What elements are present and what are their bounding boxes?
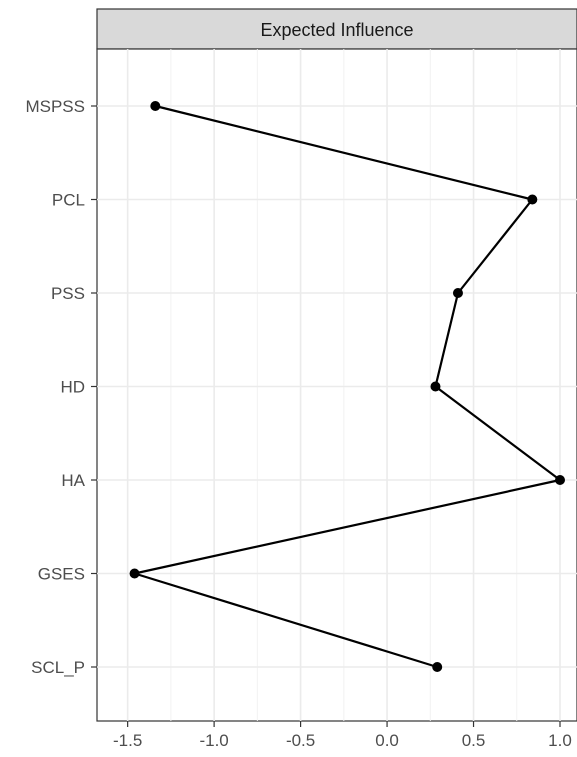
minor-gridlines [170, 49, 518, 721]
plot-panel [96, 48, 577, 722]
y-tick-label: MSPSS [25, 97, 85, 116]
y-tick-label: PCL [52, 191, 85, 210]
x-axis: -1.5 -1.0 -0.5 0.0 0.5 1.0 [113, 721, 572, 750]
facet-strip-background [96, 8, 577, 50]
facet-strip: Expected Influence [96, 8, 577, 50]
data-point [430, 381, 441, 392]
y-tick-label: HD [60, 378, 85, 397]
series-layer [129, 101, 565, 672]
y-tick-label: GSES [38, 565, 85, 584]
data-point [555, 475, 565, 485]
x-tick-label: -0.5 [286, 731, 315, 750]
data-point [129, 568, 140, 579]
x-tick-label: 1.0 [548, 731, 572, 750]
x-tick-label: -1.0 [199, 731, 228, 750]
x-tick-label: -1.5 [113, 731, 142, 750]
data-point [527, 194, 538, 205]
y-axis: MSPSS PCL PSS HD HA GSES SCL_P [25, 97, 97, 677]
data-point [150, 101, 161, 111]
y-tick-label: PSS [51, 284, 85, 303]
panel-border [96, 48, 577, 722]
x-tick-label: 0.0 [375, 731, 399, 750]
x-tick-label: 0.5 [462, 731, 486, 750]
facet-strip-label: Expected Influence [260, 20, 413, 40]
data-point [452, 288, 463, 298]
y-tick-label: SCL_P [31, 658, 85, 677]
major-gridlines [97, 49, 577, 721]
data-point [432, 662, 443, 672]
y-tick-label: HA [61, 471, 85, 490]
